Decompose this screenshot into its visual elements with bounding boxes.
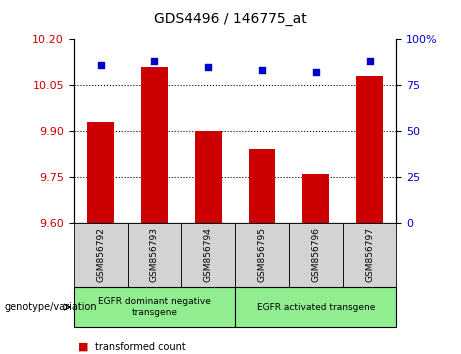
- Bar: [195, 131, 222, 223]
- Bar: [302, 174, 329, 223]
- Bar: [87, 122, 114, 223]
- Point: [151, 58, 158, 64]
- Text: GSM856794: GSM856794: [204, 227, 213, 282]
- Text: GSM856793: GSM856793: [150, 227, 159, 282]
- Text: transformed count: transformed count: [95, 342, 185, 352]
- Text: genotype/variation: genotype/variation: [5, 302, 97, 312]
- Text: GSM856796: GSM856796: [311, 227, 320, 282]
- Point: [312, 69, 319, 75]
- Text: GDS4496 / 146775_at: GDS4496 / 146775_at: [154, 12, 307, 27]
- Text: GSM856792: GSM856792: [96, 227, 105, 282]
- Point: [205, 64, 212, 69]
- Point: [366, 58, 373, 64]
- Bar: [248, 149, 275, 223]
- Text: ■: ■: [78, 342, 89, 352]
- Text: EGFR activated transgene: EGFR activated transgene: [257, 303, 375, 312]
- Point: [258, 67, 266, 73]
- Text: EGFR dominant negative
transgene: EGFR dominant negative transgene: [98, 297, 211, 317]
- Bar: [141, 67, 168, 223]
- Text: GSM856797: GSM856797: [365, 227, 374, 282]
- Bar: [356, 76, 383, 223]
- Point: [97, 62, 104, 68]
- Text: GSM856795: GSM856795: [258, 227, 266, 282]
